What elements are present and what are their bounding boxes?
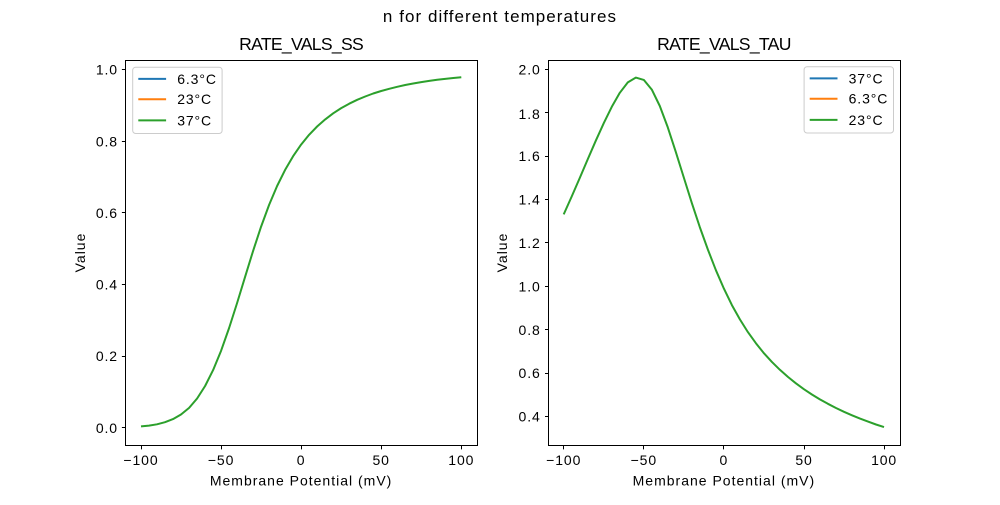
svg-text:0.4: 0.4 [519, 409, 541, 425]
svg-text:0.6: 0.6 [519, 365, 541, 381]
svg-text:6.3°C: 6.3°C [849, 91, 889, 107]
svg-text:−100: −100 [123, 452, 158, 468]
svg-text:1.4: 1.4 [519, 192, 541, 208]
svg-text:Value: Value [494, 233, 510, 273]
svg-text:1.0: 1.0 [519, 278, 541, 294]
svg-text:−50: −50 [208, 452, 234, 468]
svg-text:RATE_VALS_TAU: RATE_VALS_TAU [657, 34, 791, 55]
svg-text:1.0: 1.0 [96, 62, 118, 78]
svg-text:1.6: 1.6 [519, 148, 541, 164]
svg-text:0.2: 0.2 [96, 348, 118, 364]
svg-text:6.3°C: 6.3°C [177, 71, 217, 87]
svg-text:0: 0 [297, 452, 306, 468]
svg-text:2.0: 2.0 [519, 61, 541, 77]
svg-text:RATE_VALS_SS: RATE_VALS_SS [239, 34, 363, 55]
svg-text:37°C: 37°C [849, 70, 884, 86]
svg-text:100: 100 [448, 452, 474, 468]
svg-text:23°C: 23°C [849, 112, 884, 128]
svg-text:0.8: 0.8 [519, 322, 541, 338]
svg-text:0.8: 0.8 [96, 133, 118, 149]
svg-text:Membrane Potential (mV): Membrane Potential (mV) [210, 473, 393, 489]
svg-text:n for different temperatures: n for different temperatures [383, 7, 617, 26]
svg-text:Value: Value [72, 233, 88, 273]
svg-text:−50: −50 [631, 452, 657, 468]
svg-text:23°C: 23°C [177, 91, 212, 107]
svg-text:100: 100 [871, 452, 897, 468]
svg-text:0.4: 0.4 [96, 277, 118, 293]
svg-text:50: 50 [795, 452, 812, 468]
svg-text:50: 50 [373, 452, 390, 468]
svg-text:0.0: 0.0 [96, 420, 118, 436]
svg-text:Membrane Potential (mV): Membrane Potential (mV) [633, 473, 816, 489]
svg-text:0.6: 0.6 [96, 205, 118, 221]
svg-text:1.2: 1.2 [519, 235, 541, 251]
svg-text:0: 0 [720, 452, 729, 468]
svg-text:−100: −100 [546, 452, 581, 468]
svg-text:1.8: 1.8 [519, 106, 541, 122]
svg-text:37°C: 37°C [177, 112, 212, 128]
